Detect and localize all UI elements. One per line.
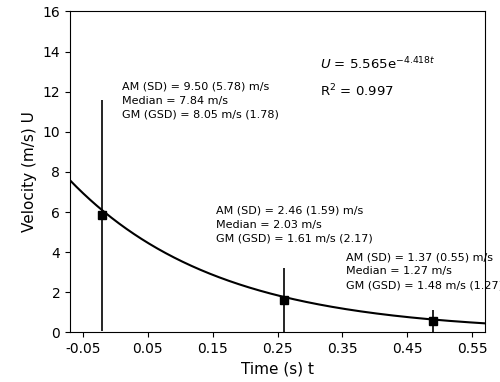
Text: AM (SD) = 9.50 (5.78) m/s
Median = 7.84 m/s
GM (GSD) = 8.05 m/s (1.78): AM (SD) = 9.50 (5.78) m/s Median = 7.84 … bbox=[122, 82, 279, 120]
X-axis label: Time (s) t: Time (s) t bbox=[241, 362, 314, 377]
Text: AM (SD) = 1.37 (0.55) m/s
Median = 1.27 m/s
GM (GSD) = 1.48 m/s (1.27): AM (SD) = 1.37 (0.55) m/s Median = 1.27 … bbox=[346, 252, 500, 290]
Y-axis label: Velocity (m/s) U: Velocity (m/s) U bbox=[22, 112, 37, 232]
Text: AM (SD) = 2.46 (1.59) m/s
Median = 2.03 m/s
GM (GSD) = 1.61 m/s (2.17): AM (SD) = 2.46 (1.59) m/s Median = 2.03 … bbox=[216, 206, 372, 244]
Text: $\it{U}$ = 5.565e$^{-4.418t}$
R$^2$ = 0.997: $\it{U}$ = 5.565e$^{-4.418t}$ R$^2$ = 0.… bbox=[320, 55, 436, 100]
